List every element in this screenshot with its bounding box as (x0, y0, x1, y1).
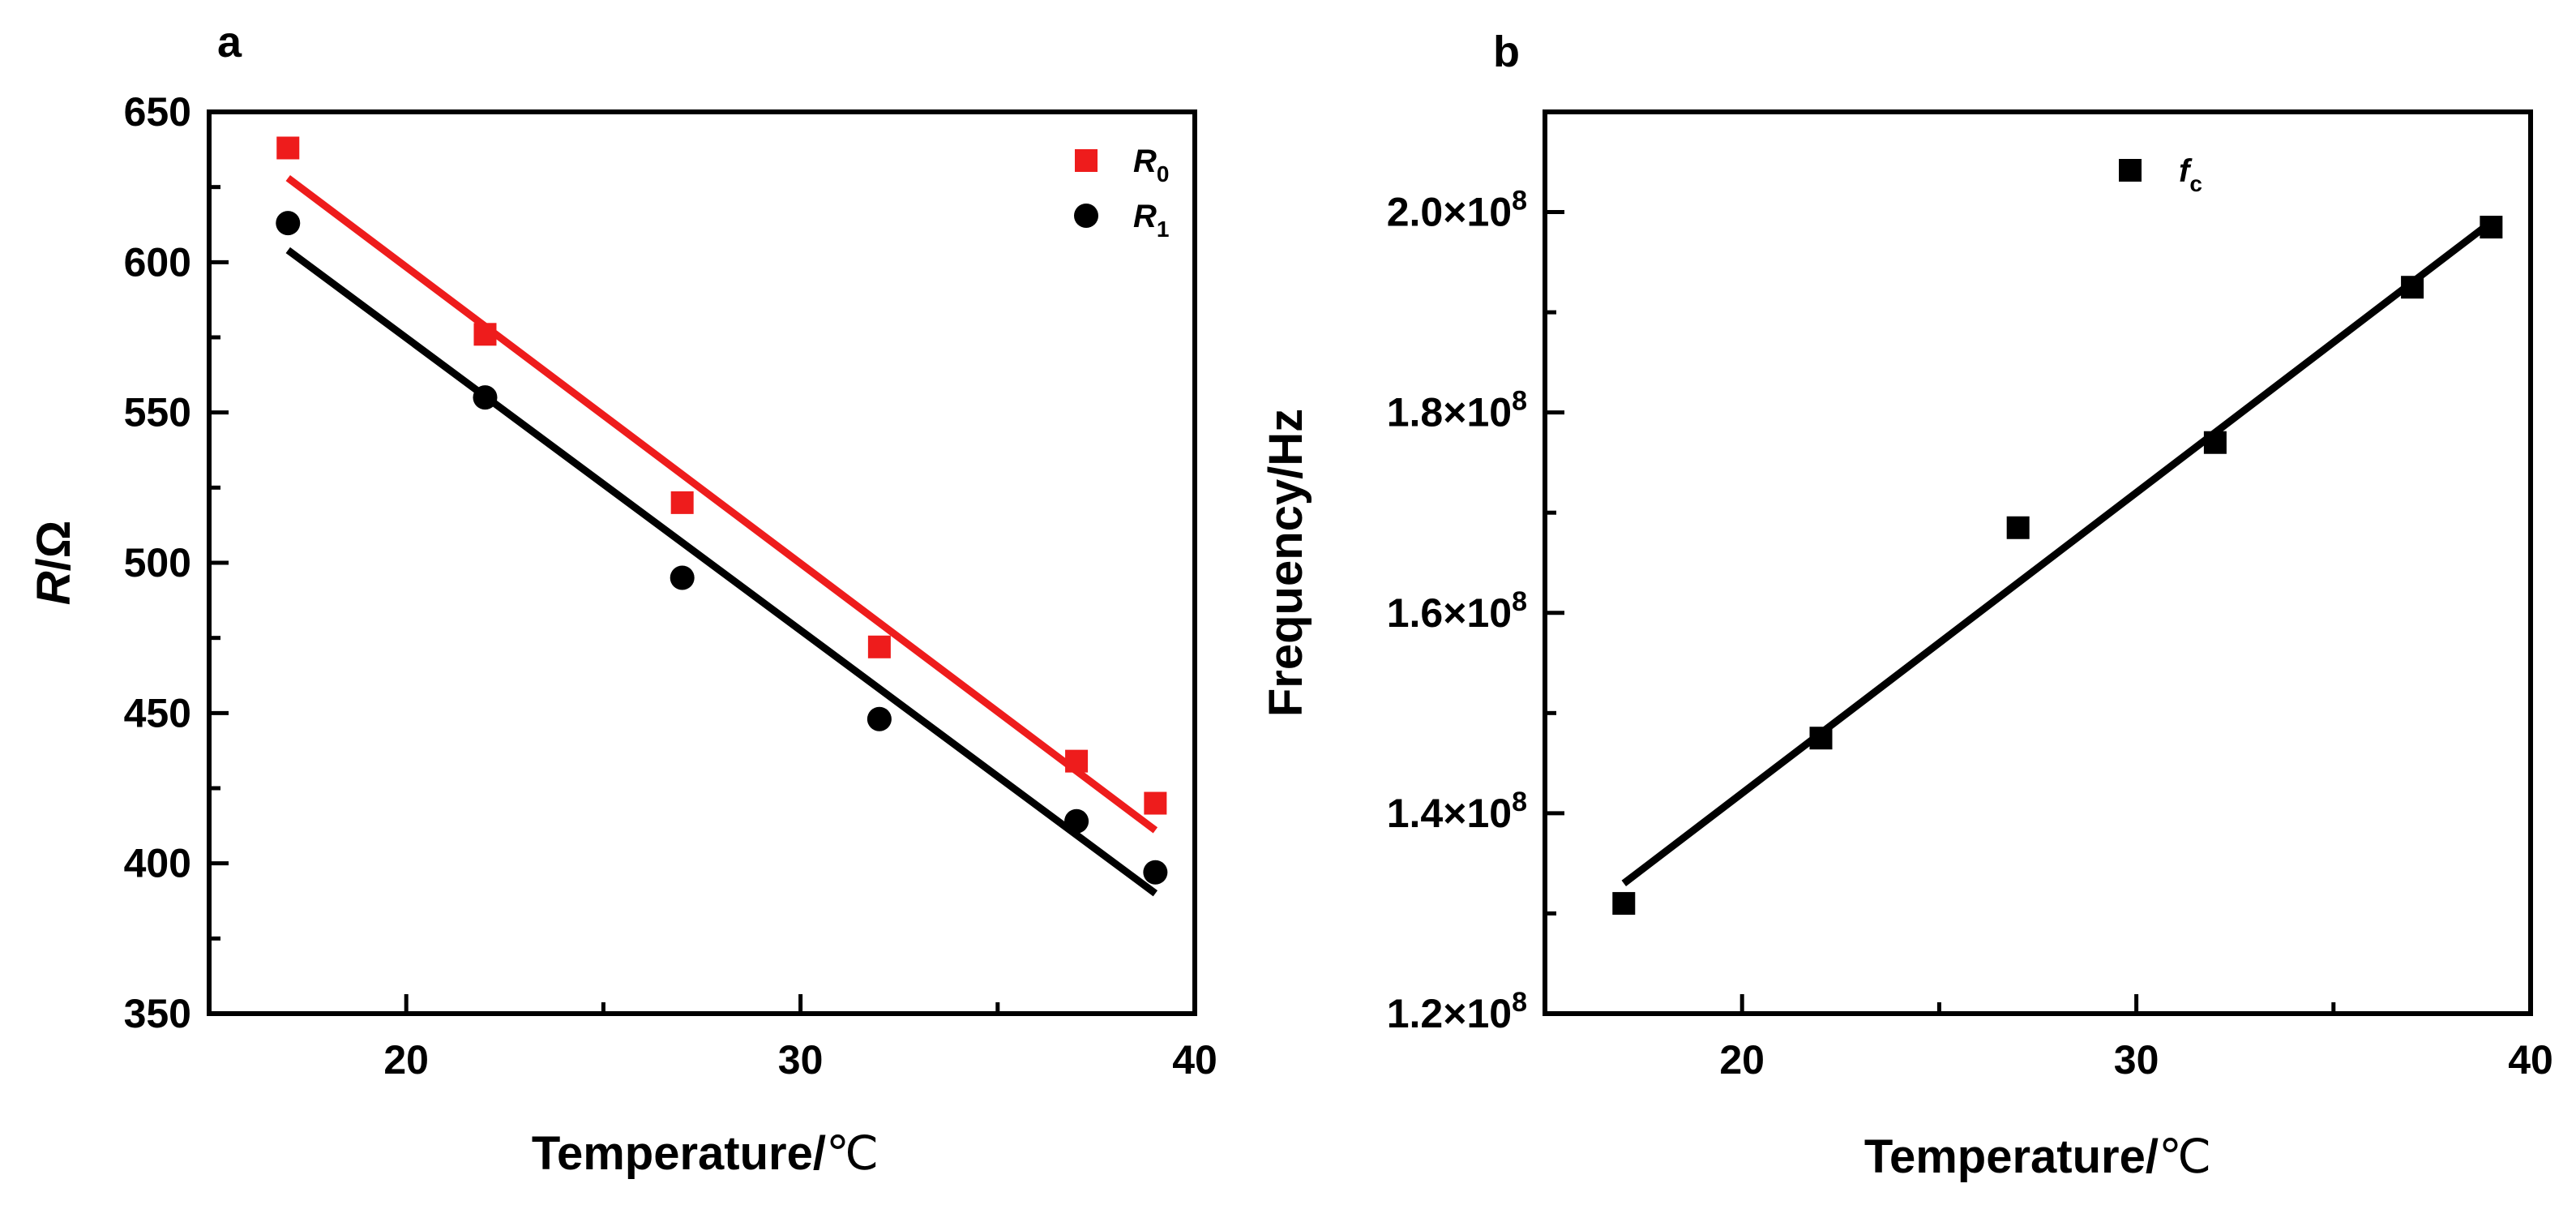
y-tick-exponent: 8 (1512, 987, 1527, 1018)
y-tick-label: 450 (124, 690, 191, 735)
data-point-r1 (867, 706, 892, 731)
y-tick-label: 350 (124, 991, 191, 1036)
x-tick-label: 30 (2114, 1037, 2159, 1083)
x-axis-title-text: Temperature/ (532, 1127, 826, 1180)
data-point-r1 (1143, 860, 1168, 885)
y-axis-title-symbol: R (28, 571, 80, 605)
legend-label-fc: fc (2179, 153, 2202, 196)
legend-label-main: R (1133, 199, 1157, 234)
x-axis-title-text: Temperature/ (1864, 1130, 2159, 1183)
data-point-r0 (1144, 791, 1167, 815)
legend-label-r1: R1 (1133, 199, 1169, 242)
y-tick-mantissa: 1.6 (1387, 590, 1444, 636)
data-point-r0 (473, 323, 497, 346)
fit-line-r1 (285, 247, 1158, 897)
y-tick-base: ×10 (1443, 390, 1512, 435)
panel-b-chart: b20 30 401.2×1081.4×1081.6×1081.8×1082.0×1… (1260, 28, 2553, 1183)
y-axis-title-unit: /Ω (28, 521, 80, 572)
legend-marker-fc (2119, 159, 2142, 182)
y-tick-mantissa: 2.0 (1387, 190, 1444, 235)
legend-label-sub: 1 (1157, 217, 1170, 242)
y-tick-label: 550 (124, 390, 191, 435)
y-tick-base: ×10 (1443, 190, 1512, 235)
y-tick-mantissa: 1.2 (1387, 991, 1444, 1036)
data-point-r1 (473, 385, 498, 410)
y-tick-exponent: 8 (1512, 787, 1527, 817)
plot-frame (207, 109, 1197, 1016)
legend-marker-r1 (1074, 204, 1098, 228)
y-tick-exponent: 8 (1512, 586, 1527, 617)
x-tick-label: 30 (778, 1037, 824, 1083)
x-tick-label: 40 (1172, 1037, 1217, 1083)
y-tick-label: 2.0×108 (1387, 186, 1527, 235)
x-axis-title: Temperature/℃ (532, 1127, 879, 1180)
data-point-fc (1809, 727, 1833, 750)
x-axis-unit: ℃ (2159, 1130, 2211, 1183)
y-tick-exponent: 8 (1512, 186, 1527, 217)
plot-frame (1543, 109, 2533, 1016)
data-point-r1 (1064, 808, 1089, 834)
legend-label-main: f (2179, 153, 2193, 189)
data-point-r0 (1065, 749, 1089, 773)
y-axis-title-text: Frequency/Hz (1260, 409, 1312, 717)
data-point-fc (2203, 431, 2227, 454)
y-tick-label: 500 (124, 540, 191, 585)
y-tick-label: 1.2×108 (1387, 987, 1527, 1036)
x-tick-label: 40 (2508, 1037, 2553, 1083)
panel-label: a (217, 18, 242, 66)
panel-a-chart: a 20 30 40 350 400 450 500 550 600 650 Temperature/… (28, 18, 1217, 1180)
y-tick-label: 1.8×108 (1387, 386, 1527, 435)
fit-line-fc (1621, 219, 2494, 886)
x-tick-label: 20 (383, 1037, 429, 1083)
y-tick-base: ×10 (1443, 590, 1512, 636)
data-point-r0 (276, 136, 300, 160)
data-point-fc (2401, 276, 2424, 299)
y-tick-label: 400 (124, 841, 191, 886)
data-point-fc (2006, 516, 2030, 539)
data-point-r0 (867, 635, 891, 658)
data-point-r1 (670, 565, 695, 590)
y-tick-base: ×10 (1443, 991, 1512, 1036)
data-point-r1 (276, 211, 301, 236)
y-tick-mantissa: 1.4 (1387, 791, 1444, 836)
legend-label-sub: 0 (1157, 161, 1170, 187)
y-axis-title: R/Ω (28, 521, 80, 606)
y-axis-title: Frequency/Hz (1260, 409, 1312, 717)
panel-label: b (1493, 28, 1520, 76)
data-point-fc (2480, 216, 2503, 239)
x-axis-unit: ℃ (826, 1127, 879, 1180)
data-point-r0 (670, 491, 694, 514)
y-tick-exponent: 8 (1512, 386, 1527, 417)
y-tick-base: ×10 (1443, 791, 1512, 836)
fit-line-r0 (285, 174, 1158, 834)
x-tick-label: 20 (1719, 1037, 1765, 1083)
y-tick-label: 1.6×108 (1387, 586, 1527, 636)
data-point-fc (1612, 892, 1636, 916)
y-tick-label: 600 (124, 239, 191, 285)
legend-label-sub: c (2189, 171, 2202, 196)
y-tick-label: 650 (124, 89, 191, 135)
y-tick-label: 1.4×108 (1387, 787, 1527, 836)
y-tick-mantissa: 1.8 (1387, 390, 1444, 435)
x-axis-title: Temperature/℃ (1864, 1130, 2211, 1183)
legend-marker-r0 (1075, 149, 1098, 172)
legend-label-r0: R0 (1133, 144, 1169, 187)
legend-label-main: R (1133, 144, 1157, 179)
